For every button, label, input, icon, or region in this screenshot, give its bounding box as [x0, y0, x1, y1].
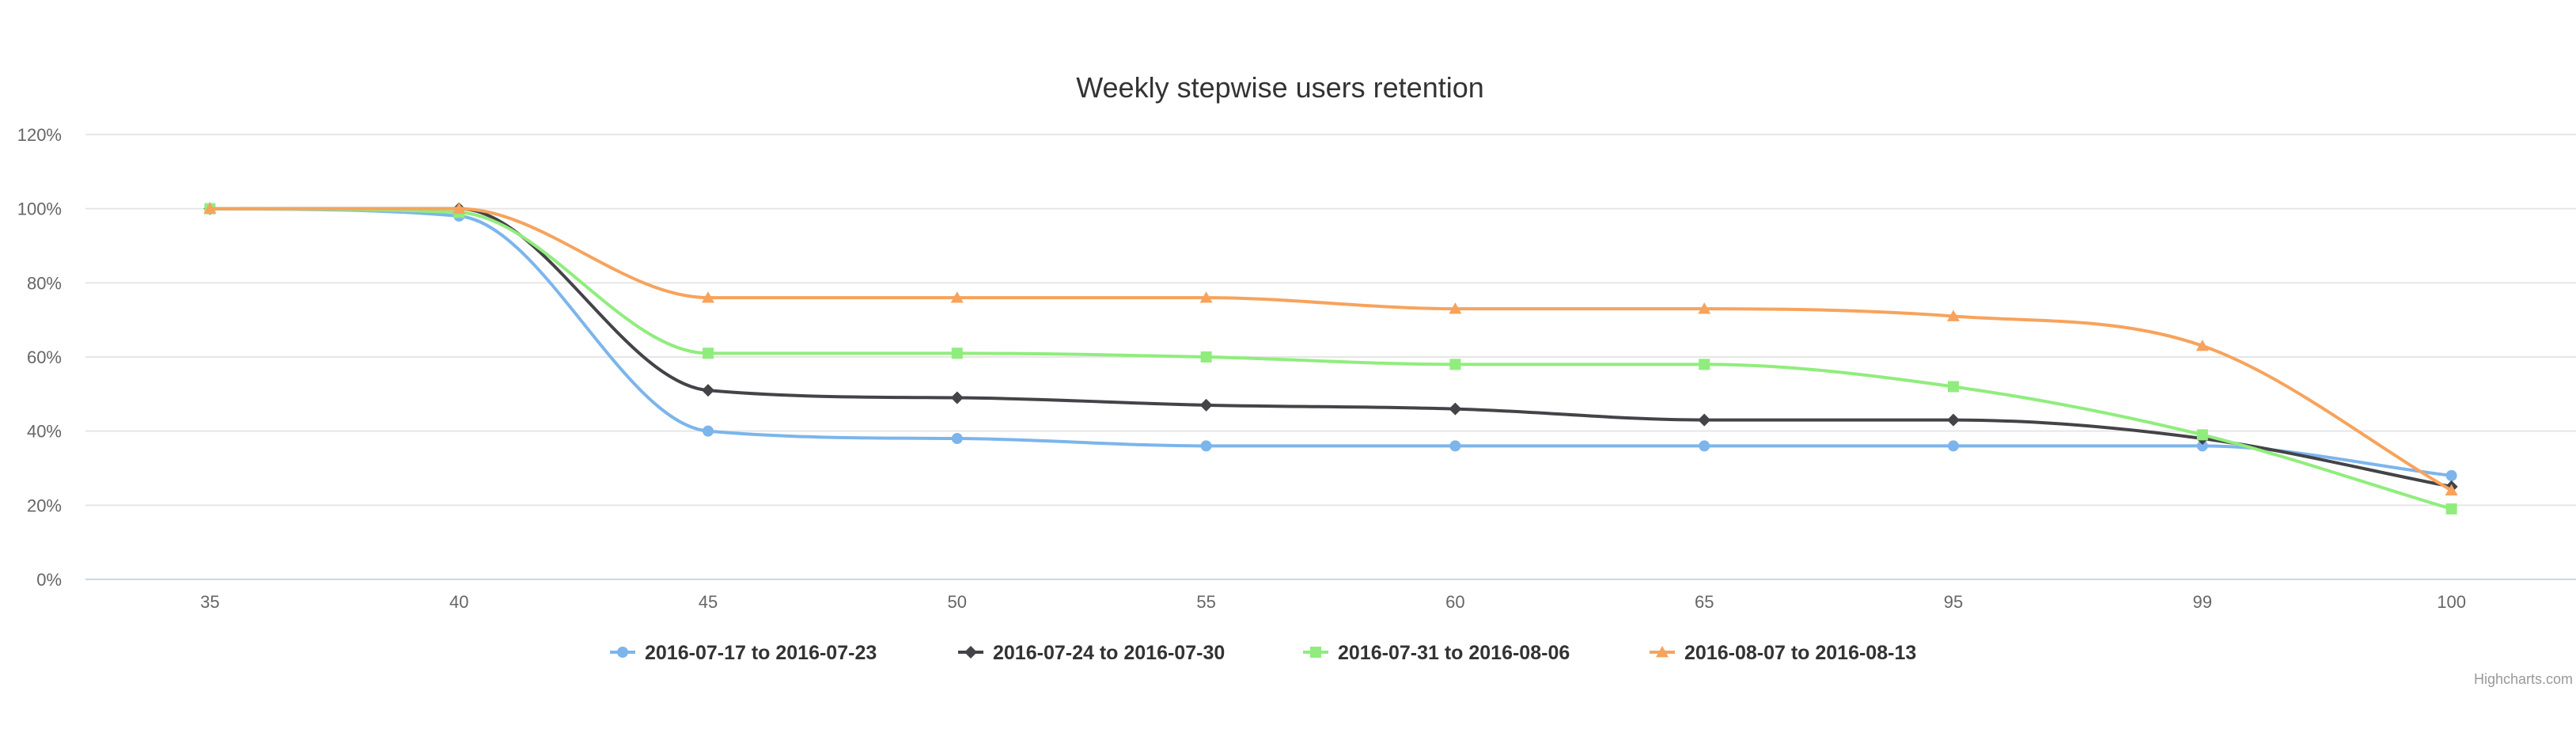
x-tick-label: 50: [948, 592, 967, 612]
series-layer: [203, 202, 2458, 515]
series-4-triangle-point: [1199, 291, 1213, 303]
legend-item-2[interactable]: 2016-07-24 to 2016-07-30: [958, 642, 1225, 664]
series-1-circle-point: [703, 425, 714, 437]
x-tick-label: 100: [2437, 592, 2466, 612]
y-tick-label: 60%: [27, 347, 62, 367]
series-1-circle-point: [2196, 440, 2208, 452]
legend-4-triangle-point: [1656, 646, 1669, 658]
x-tick-label: 40: [449, 592, 468, 612]
y-tick-label: 40%: [27, 422, 62, 442]
series-1-circle-point: [1699, 440, 1710, 452]
x-tick-label: 35: [200, 592, 219, 612]
series-1-circle-point: [1948, 440, 1959, 452]
series-4-triangle-point: [1449, 302, 1462, 314]
series-3-square-point: [951, 347, 963, 359]
x-tick-label: 60: [1445, 592, 1464, 612]
legend-label: 2016-07-17 to 2016-07-23: [645, 642, 877, 664]
series-4-line[interactable]: [208, 207, 2453, 492]
series-1-circle-point: [951, 433, 963, 445]
legend-label: 2016-08-07 to 2016-08-13: [1684, 642, 1916, 664]
series-4-triangle-point: [203, 202, 217, 214]
series-3-square-point: [1948, 381, 1959, 393]
series-3-square-point: [703, 347, 714, 359]
legend-1-circle-point: [617, 647, 628, 658]
series-3-line[interactable]: [208, 207, 2453, 511]
y-tick-label: 80%: [27, 273, 62, 293]
series-2-diamond-point: [1199, 398, 1213, 412]
legend: 2016-07-17 to 2016-07-23 2016-07-24 to 20…: [610, 642, 1916, 664]
series-1-circle-point: [1200, 440, 1212, 452]
series-2-diamond-point: [1449, 402, 1462, 416]
series-2-diamond-point: [702, 384, 714, 397]
y-tick-label: 120%: [17, 125, 62, 145]
series-1-line[interactable]: [208, 207, 2453, 477]
legend-item-4[interactable]: 2016-08-07 to 2016-08-13: [1650, 642, 1916, 664]
y-axis: 0% 20% 40% 60% 80% 100% 120%: [17, 125, 62, 590]
series-4-triangle-point: [702, 291, 714, 303]
series-2-diamond-point: [1947, 413, 1960, 427]
x-axis: 35 40 45 50 55 60 65 95 99 100: [85, 579, 2576, 612]
series-1-circle-point: [1449, 440, 1461, 452]
series-4-triangle-point: [2445, 484, 2458, 495]
series-4-triangle-point: [1947, 309, 1960, 321]
series-2[interactable]: [203, 202, 2458, 493]
series-2-diamond-point: [1698, 413, 1711, 427]
series-3-square-point: [2445, 503, 2457, 515]
legend-3-square-point: [1310, 647, 1321, 658]
legend-label: 2016-07-31 to 2016-08-06: [1338, 642, 1570, 664]
series-4-triangle-point: [453, 202, 466, 214]
series-4-triangle-point: [2195, 339, 2209, 351]
x-tick-label: 45: [699, 592, 718, 612]
series-1-circle-point: [2445, 469, 2457, 481]
series-3-square-point: [1449, 359, 1461, 370]
y-tick-label: 20%: [27, 495, 62, 515]
y-tick-label: 100%: [17, 199, 62, 219]
x-tick-label: 99: [2193, 592, 2212, 612]
series-4-triangle-point: [950, 291, 964, 303]
x-tick-label: 95: [1944, 592, 1963, 612]
series-3[interactable]: [204, 203, 2457, 515]
x-tick-label: 55: [1196, 592, 1215, 612]
series-3-square-point: [1699, 359, 1710, 370]
series-3-square-point: [2196, 429, 2208, 441]
series-4-triangle-point: [1698, 302, 1711, 314]
y-tick-label: 0%: [36, 570, 62, 590]
x-tick-label: 65: [1695, 592, 1714, 612]
credits-link[interactable]: Highcharts.com: [2474, 671, 2573, 687]
series-2-line[interactable]: [208, 207, 2453, 488]
legend-2-diamond-point: [964, 646, 977, 659]
legend-item-1[interactable]: 2016-07-17 to 2016-07-23: [610, 642, 877, 664]
series-1[interactable]: [204, 203, 2457, 481]
series-3-square-point: [1200, 351, 1212, 363]
legend-label: 2016-07-24 to 2016-07-30: [993, 642, 1225, 664]
series-4[interactable]: [203, 202, 2458, 495]
series-2-diamond-point: [950, 391, 964, 404]
legend-item-3[interactable]: 2016-07-31 to 2016-08-06: [1303, 642, 1570, 664]
grid-layer: [85, 134, 2576, 507]
chart-title: Weekly stepwise users retention: [1076, 71, 1484, 104]
